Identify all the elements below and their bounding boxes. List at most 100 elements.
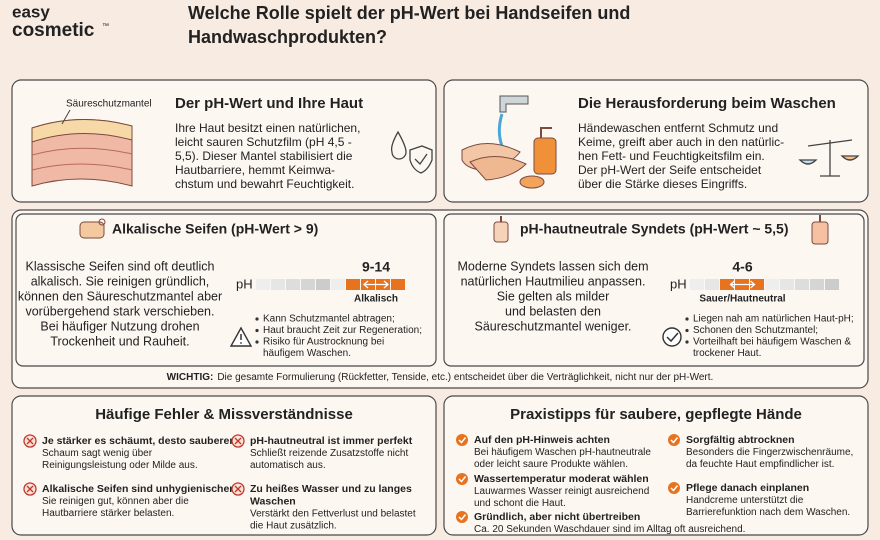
item-text: automatisch aus. bbox=[250, 460, 326, 471]
scale-segment bbox=[316, 279, 330, 290]
scale-segment bbox=[810, 279, 824, 290]
bullet-text: Risiko für Austrocknung bei bbox=[263, 337, 384, 348]
scale-unit: pH bbox=[670, 276, 687, 291]
section-text: und belasten den bbox=[505, 304, 601, 318]
scale-segment bbox=[256, 279, 270, 290]
item-text: die Haut zusätzlich. bbox=[250, 521, 337, 532]
panel-text: leicht sauren Schutzfilm (pH 4,5 - bbox=[175, 135, 352, 149]
item-heading: Je stärker es schäumt, desto sauberer bbox=[42, 435, 233, 447]
scale-segment bbox=[331, 279, 345, 290]
panel-title: Die Herausforderung beim Waschen bbox=[578, 95, 836, 112]
item-text: Sie reinigen gut, können aber die bbox=[42, 496, 189, 507]
bullet-text: Haut braucht Zeit zur Regeneration; bbox=[263, 325, 422, 336]
tip-text: und schont die Haut. bbox=[474, 498, 566, 509]
check-icon bbox=[662, 327, 682, 347]
page-title: Handwaschprodukten? bbox=[188, 27, 387, 47]
scale-segment bbox=[301, 279, 315, 290]
check-badge bbox=[668, 482, 680, 494]
panel-text: Hautbarriere, hemmt Keimwa- bbox=[175, 163, 335, 177]
bullet-dot bbox=[255, 317, 259, 321]
bullet-dot bbox=[685, 317, 689, 321]
scale-segment bbox=[271, 279, 285, 290]
panel-text: Keime, greift aber auch in den natürlic- bbox=[578, 135, 784, 149]
panel-title: Häufige Fehler & Missverständnisse bbox=[95, 406, 353, 423]
scale-range: 4-6 bbox=[732, 259, 752, 275]
panel-mistakes bbox=[11, 395, 437, 536]
item-heading: pH-hautneutral ist immer perfekt bbox=[250, 435, 413, 447]
panel-comparison bbox=[11, 209, 869, 389]
panel-text: chstum und bewahrt Feuchtigkeit. bbox=[175, 177, 354, 191]
scale-segment bbox=[286, 279, 300, 290]
logo: easy bbox=[12, 2, 50, 21]
bottle-icon-left bbox=[493, 216, 509, 243]
check-badge bbox=[456, 473, 468, 485]
warning-icon bbox=[229, 326, 253, 347]
scale-segment bbox=[391, 279, 405, 290]
panel-text: hen Fett- und Feuchtigkeitsfilm ein. bbox=[578, 149, 765, 163]
check-mark bbox=[458, 476, 467, 483]
panel-title: Der pH-Wert und Ihre Haut bbox=[175, 95, 363, 112]
skin-illustration bbox=[31, 109, 133, 187]
page-title: Welche Rolle spielt der pH-Wert bei Hand… bbox=[188, 3, 630, 23]
error-icon-x bbox=[234, 485, 242, 493]
section-title: pH-hautneutrale Syndets (pH-Wert ~ 5,5) bbox=[520, 221, 789, 237]
check-badge bbox=[456, 434, 468, 446]
panel-title: Praxistipps für saubere, gepflegte Hände bbox=[510, 406, 802, 423]
check-badge bbox=[668, 434, 680, 446]
scale-arrow bbox=[363, 280, 389, 289]
bullet-text: Schonen den Schutzmantel; bbox=[693, 325, 818, 336]
scale-segment bbox=[825, 279, 839, 290]
logo-tm: ™ bbox=[102, 23, 109, 30]
check-mark bbox=[670, 437, 679, 444]
tip-text: da feuchte Haut empfindlicher ist. bbox=[686, 459, 834, 470]
tip-heading: Auf den pH-Hinweis achten bbox=[474, 434, 610, 446]
bullet-text: Liegen nah am natürlichen Haut-pH; bbox=[693, 314, 854, 325]
scale-segment bbox=[750, 279, 764, 290]
logo: cosmetic bbox=[12, 20, 95, 41]
section-text: Sie gelten als milder bbox=[497, 289, 610, 303]
section-text: Klassische Seifen sind oft deutlich bbox=[26, 259, 215, 273]
bullet-dot bbox=[685, 328, 689, 333]
item-text: Verstärkt den Fettverlust und belastet bbox=[250, 509, 416, 520]
scale-arrow bbox=[729, 280, 756, 289]
illustration-label: Säureschutzmantel bbox=[66, 99, 152, 110]
scale-segment bbox=[690, 279, 704, 290]
tip-text: Handcreme unterstützt die bbox=[686, 495, 804, 506]
bullet-text: Vorteilhaft bei häufigem Waschen & bbox=[693, 337, 851, 348]
panel-text: Händewaschen entfernt Schmutz und bbox=[578, 121, 778, 135]
section-text: vorübergehend stark verschieben. bbox=[25, 304, 214, 318]
check-mark bbox=[458, 514, 467, 521]
item-text: Schaum sagt wenig über bbox=[42, 448, 153, 459]
note-text: Die gesamte Formulierung (Rückfetter, Te… bbox=[217, 372, 713, 383]
panel-alkaline bbox=[15, 213, 437, 367]
item-heading: Zu heißes Wasser und zu langes bbox=[250, 483, 412, 495]
panel-text: über die Stärke dieses Eingriffs. bbox=[578, 177, 747, 191]
note: WICHTIG: Die gesamte Formulierung (Rückfe… bbox=[167, 372, 714, 383]
drop-shield-icon bbox=[390, 130, 433, 174]
panel-tips bbox=[443, 395, 869, 536]
tip-text: Besonders die Fingerzwischenräume, bbox=[686, 447, 853, 458]
section-text: alkalisch. Sie reinigen gründlich, bbox=[31, 274, 210, 288]
bottle-icon-right bbox=[811, 215, 829, 245]
error-icon bbox=[23, 434, 37, 448]
item-text: Schließt reizende Zusatzstoffe nicht bbox=[250, 448, 408, 459]
error-icon-x bbox=[26, 485, 34, 493]
error-icon bbox=[231, 434, 245, 448]
error-icon bbox=[23, 482, 37, 496]
item-text: Reinigungsleistung oder Milde aus. bbox=[42, 460, 198, 471]
check-mark bbox=[670, 485, 679, 492]
section-text: Moderne Syndets lassen sich dem bbox=[457, 259, 648, 273]
hands-illustration bbox=[461, 95, 557, 189]
panel-text: Der pH-Wert der Seife entscheidet bbox=[578, 163, 762, 177]
bullet-text: häufigem Waschen. bbox=[263, 348, 351, 359]
scale-range-label: Sauer/Hautneutral bbox=[699, 294, 785, 305]
error-icon bbox=[231, 482, 245, 496]
scale-unit: pH bbox=[236, 276, 253, 291]
section-text: können den Säureschutzmantel aber bbox=[18, 289, 222, 303]
tip-text: oder leicht saure Produkte wählen. bbox=[474, 459, 628, 470]
panel-syndet bbox=[443, 213, 865, 367]
scale-segment bbox=[720, 279, 734, 290]
scale-segment bbox=[705, 279, 719, 290]
